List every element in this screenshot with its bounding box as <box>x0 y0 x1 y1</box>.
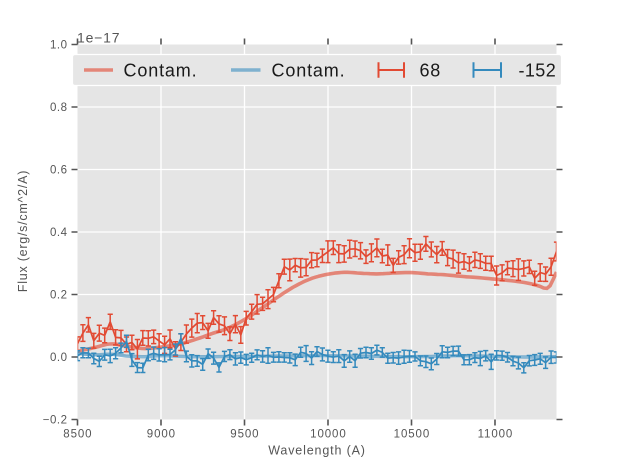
svg-text:9000: 9000 <box>147 429 176 441</box>
svg-text:0.2: 0.2 <box>50 290 68 302</box>
svg-text:Wavelength (A): Wavelength (A) <box>268 444 366 458</box>
svg-text:10000: 10000 <box>310 429 346 441</box>
svg-text:0.6: 0.6 <box>50 165 68 177</box>
svg-text:1e−17: 1e−17 <box>77 30 120 46</box>
svg-text:0.0: 0.0 <box>50 352 68 364</box>
svg-text:-152: -152 <box>519 60 557 80</box>
svg-text:Flux (erg/s/cm^2/A): Flux (erg/s/cm^2/A) <box>16 170 30 292</box>
svg-text:11000: 11000 <box>478 429 514 441</box>
svg-text:Contam.: Contam. <box>124 60 198 80</box>
svg-text:9500: 9500 <box>230 429 259 441</box>
svg-text:0.8: 0.8 <box>50 102 68 114</box>
svg-text:68: 68 <box>420 60 442 80</box>
svg-text:10500: 10500 <box>394 429 430 441</box>
svg-text:Contam.: Contam. <box>272 60 346 80</box>
svg-text:1.0: 1.0 <box>50 40 68 52</box>
svg-text:−0.2: −0.2 <box>43 415 68 427</box>
svg-text:0.4: 0.4 <box>50 227 68 239</box>
svg-text:8500: 8500 <box>63 429 92 441</box>
